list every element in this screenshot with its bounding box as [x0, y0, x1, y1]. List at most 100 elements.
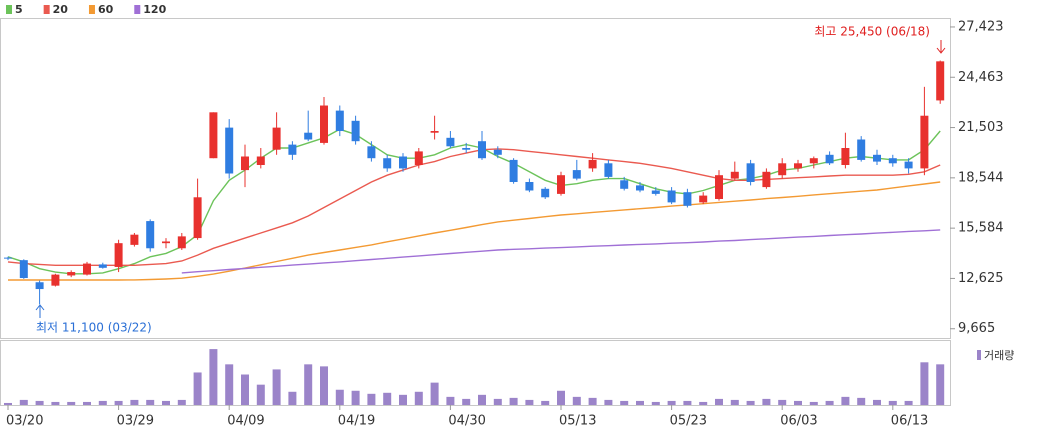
volume-bar	[636, 400, 644, 405]
candle-body	[209, 112, 218, 159]
x-tick-label: 04/19	[338, 414, 375, 429]
candle-body	[241, 156, 249, 171]
candle-body	[383, 158, 392, 169]
volume-bar	[683, 400, 692, 405]
candle-body	[730, 171, 739, 179]
volume-bar	[414, 391, 423, 405]
moving-average-line	[7, 148, 941, 266]
candle-body	[572, 170, 581, 179]
volume-bar	[399, 394, 407, 405]
moving-average-line	[181, 229, 941, 274]
volume-bar	[256, 384, 265, 405]
volume-bar	[873, 399, 881, 405]
legend-swatch	[134, 5, 141, 14]
x-tick-label: 06/03	[780, 414, 817, 429]
low-annotation: 최저 11,100 (03/22)	[36, 321, 152, 335]
candle-body	[288, 144, 297, 155]
volume-bar	[541, 400, 550, 405]
candle-body	[651, 190, 660, 194]
candle-body	[541, 188, 550, 198]
volume-bar	[715, 398, 723, 405]
volume-bar	[920, 362, 929, 405]
candle-body	[904, 161, 913, 169]
volume-bar	[857, 397, 866, 405]
legend-swatch	[88, 5, 95, 14]
volume-bar	[162, 400, 170, 405]
volume-bar	[462, 398, 471, 405]
price-panel	[0, 18, 951, 339]
candle-body	[825, 154, 834, 164]
x-tick-label: 04/30	[448, 414, 485, 429]
candle-body	[715, 175, 723, 199]
candle-body	[936, 61, 945, 101]
volume-bar	[825, 400, 834, 405]
candle-body	[920, 115, 929, 169]
volume-bar	[272, 369, 281, 405]
candle-body	[746, 163, 755, 182]
candle-body	[604, 163, 613, 177]
candle-body	[762, 171, 771, 188]
candle-body	[130, 234, 139, 245]
high-annotation: 최고 25,450 (06/18)	[814, 25, 930, 39]
candle-body	[272, 127, 281, 150]
candle-body	[225, 127, 234, 174]
volume-bar	[320, 366, 328, 405]
volume-bar	[730, 399, 739, 405]
moving-average-line	[8, 181, 941, 281]
candle-body	[335, 110, 344, 132]
volume-bar	[794, 400, 802, 405]
volume-bar	[51, 401, 60, 405]
candle-body	[351, 120, 360, 142]
volume-bar	[699, 401, 708, 405]
candle-body	[794, 163, 802, 169]
volume-bar	[620, 400, 629, 405]
volume-bar	[225, 364, 234, 405]
candle-body	[778, 163, 787, 176]
candle-body	[462, 148, 471, 150]
x-tick-label: 04/09	[227, 414, 264, 429]
candle-body	[509, 159, 518, 182]
y-tick-label: 9,665	[958, 321, 995, 336]
candle-body	[51, 274, 60, 286]
candle-body	[430, 131, 439, 133]
candle-body	[588, 159, 597, 169]
candle-body	[857, 139, 866, 160]
volume-bar	[888, 400, 897, 405]
x-tick-label: 06/13	[891, 414, 928, 429]
candle-body	[525, 181, 534, 191]
volume-panel	[0, 340, 951, 406]
volume-bar	[193, 372, 202, 405]
candle-body	[809, 158, 818, 164]
legend-swatch	[43, 5, 50, 14]
candle-body	[67, 272, 76, 276]
candle-body	[177, 236, 186, 249]
volume-bar	[288, 391, 297, 405]
candle-body	[193, 197, 202, 239]
volume-bar	[525, 399, 534, 405]
volume-bar	[209, 349, 218, 405]
volume-bar	[351, 390, 360, 405]
volume-bar	[936, 364, 945, 405]
legend-label: 120	[143, 3, 166, 16]
marks: 9,665 12,625 15,584 18,544 21,503 24,463 27,42…	[4, 3, 1014, 429]
volume-bar	[809, 401, 818, 405]
volume-bar	[35, 400, 44, 405]
volume-bar	[383, 392, 392, 405]
volume-bar	[335, 389, 344, 405]
candle-body	[699, 195, 708, 203]
volume-bar	[572, 396, 581, 405]
x-tick-label: 05/13	[559, 414, 596, 429]
candle-body	[841, 148, 850, 165]
volume-bar	[557, 390, 565, 405]
candle-body	[83, 263, 91, 275]
volume-bar	[778, 399, 787, 405]
volume-bar	[98, 400, 107, 405]
volume-bar	[509, 397, 518, 405]
candle-body	[636, 185, 644, 191]
candle-body	[888, 158, 897, 164]
volume-legend-swatch	[977, 350, 981, 360]
volume-bar	[304, 364, 313, 405]
volume-bar	[746, 400, 755, 405]
legend-swatch	[6, 5, 12, 14]
